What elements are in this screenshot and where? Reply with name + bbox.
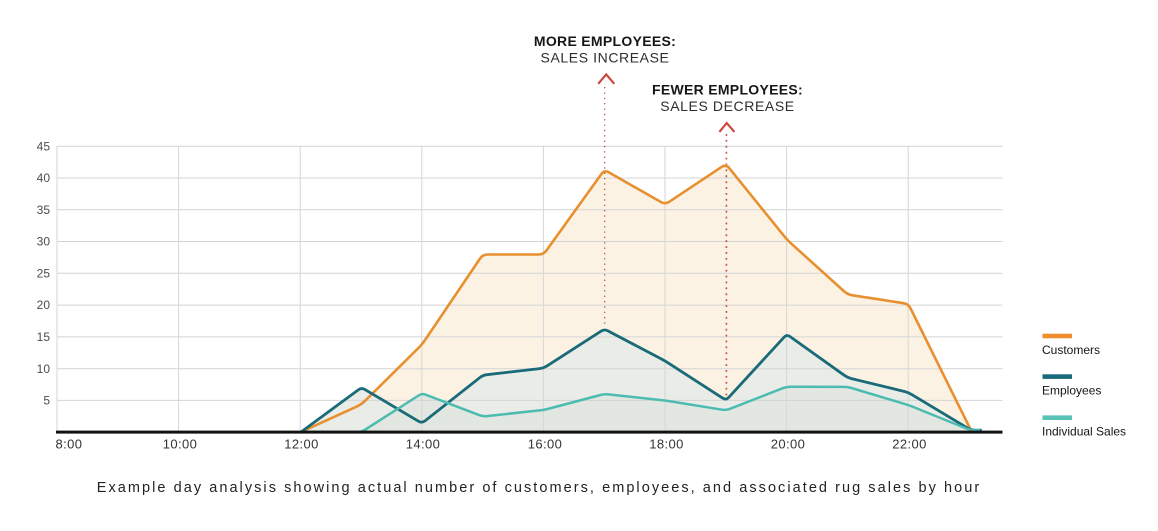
svg-text:12:00: 12:00 [284,437,319,452]
svg-text:10:00: 10:00 [163,437,198,452]
svg-text:20:00: 20:00 [771,437,806,452]
svg-text:40: 40 [37,171,51,185]
svg-text:Example day analysis showing a: Example day analysis showing actual numb… [97,480,981,496]
svg-text:16:00: 16:00 [528,437,563,452]
svg-text:14:00: 14:00 [406,437,441,452]
svg-text:25: 25 [37,266,51,280]
svg-text:Individual Sales: Individual Sales [1042,425,1126,439]
svg-text:SALES DECREASE: SALES DECREASE [660,98,794,114]
svg-text:8:00: 8:00 [56,437,83,452]
svg-text:SALES INCREASE: SALES INCREASE [541,50,670,66]
svg-text:30: 30 [37,235,51,249]
svg-text:15: 15 [37,330,51,344]
svg-text:10: 10 [37,362,51,376]
svg-text:Customers: Customers [1042,343,1100,357]
svg-text:20: 20 [37,298,51,312]
svg-text:22:00: 22:00 [892,437,927,452]
svg-text:MORE EMPLOYEES:: MORE EMPLOYEES: [534,33,676,49]
svg-text:Employees: Employees [1042,384,1101,398]
svg-text:5: 5 [43,394,50,408]
svg-text:FEWER EMPLOYEES:: FEWER EMPLOYEES: [652,82,803,98]
svg-text:45: 45 [37,139,51,153]
svg-text:18:00: 18:00 [649,437,684,452]
svg-text:35: 35 [37,203,51,217]
